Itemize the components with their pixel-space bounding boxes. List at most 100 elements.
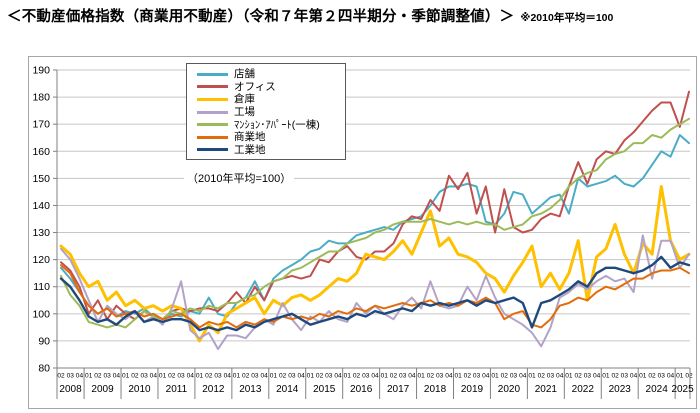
- x-quarter-label: 04: [150, 373, 158, 380]
- x-year-label: 2022: [572, 384, 595, 395]
- x-year-label: 2023: [609, 384, 632, 395]
- x-quarter-label: 01: [676, 373, 684, 380]
- x-quarter-label: 01: [491, 373, 499, 380]
- legend-label-kojo: 工場: [234, 106, 255, 119]
- y-tick-label: 110: [33, 281, 50, 293]
- legend-swatch-souko: [197, 97, 228, 101]
- x-year-label: 2010: [128, 384, 151, 395]
- x-year-label: 2017: [387, 384, 410, 395]
- x-quarter-label: 02: [168, 373, 176, 380]
- x-quarter-label: 02: [538, 373, 546, 380]
- x-quarter-label: 04: [556, 373, 564, 380]
- x-quarter-label: 03: [362, 373, 370, 380]
- legend-swatch-kojo: [197, 110, 228, 114]
- legend-label-mansion: ﾏﾝｼｮﾝ･ｱﾊﾟｰﾄ(一棟): [234, 118, 320, 131]
- legend-item-kojo: 工場: [197, 106, 339, 119]
- x-quarter-label: 01: [233, 373, 241, 380]
- x-quarter-label: 04: [297, 373, 305, 380]
- x-year-label: 2013: [239, 384, 262, 395]
- legend-item-mansion: ﾏﾝｼｮﾝ･ｱﾊﾟｰﾄ(一棟): [197, 118, 339, 131]
- x-quarter-label: 04: [113, 373, 121, 380]
- y-tick-label: 130: [32, 227, 50, 239]
- x-quarter-label: 02: [501, 373, 509, 380]
- line-mansion: [60, 117, 690, 329]
- line-shogyochi: [60, 264, 690, 329]
- x-quarter-label: 01: [159, 373, 167, 380]
- x-quarter-label: 02: [131, 373, 139, 380]
- x-year-label: 2025: [671, 384, 694, 395]
- legend-item-office: オフィス: [197, 81, 339, 94]
- title-row: ＜不動産価格指数（商業用不動産）（令和７年第２四半期分・季節調整値）＞ ※2010…: [7, 5, 697, 26]
- x-year-label: 2021: [535, 384, 558, 395]
- x-quarter-label: 04: [593, 373, 601, 380]
- x-quarter-label: 03: [473, 373, 481, 380]
- x-quarter-label: 03: [140, 373, 148, 380]
- x-year-label: 2011: [166, 384, 188, 395]
- x-year-label: 2015: [313, 384, 336, 395]
- y-tick-label: 150: [32, 173, 50, 185]
- legend-swatch-kogyochi: [197, 148, 228, 152]
- y-tick-label: 160: [32, 146, 50, 158]
- x-quarter-label: 03: [436, 373, 444, 380]
- legend-swatch-mansion: [197, 123, 228, 127]
- x-quarter-label: 01: [418, 373, 426, 380]
- line-souko: [59, 185, 691, 343]
- x-year-label: 2020: [498, 384, 521, 395]
- x-year-label: 2012: [202, 384, 225, 395]
- chart-legend: 店舗 オフィス 倉庫 工場 ﾏﾝｼｮﾝ･ｱﾊﾟｰﾄ(一棟) 商業地 工業地: [186, 63, 346, 161]
- x-quarter-label: 04: [445, 373, 453, 380]
- x-quarter-label: 02: [611, 373, 619, 380]
- x-quarter-label: 04: [187, 373, 195, 380]
- y-tick-label: 170: [32, 119, 50, 131]
- x-year-label: 2014: [276, 384, 299, 395]
- x-quarter-label: 03: [288, 373, 296, 380]
- legend-item-kogyochi: 工業地: [197, 144, 339, 157]
- x-quarter-label: 03: [325, 373, 333, 380]
- x-year-label: 2018: [424, 384, 447, 395]
- x-quarter-label: 01: [270, 373, 278, 380]
- y-tick-label: 140: [32, 200, 50, 212]
- x-quarter-label: 02: [57, 373, 65, 380]
- legend-label-tenpo: 店舗: [234, 68, 255, 81]
- x-year-label: 2019: [461, 384, 484, 395]
- x-quarter-label: 04: [224, 373, 232, 380]
- y-tick-label: 100: [32, 308, 50, 320]
- x-quarter-label: 03: [621, 373, 629, 380]
- x-quarter-label: 02: [353, 373, 361, 380]
- x-quarter-label: 01: [85, 373, 93, 380]
- legend-swatch-office: [197, 85, 228, 89]
- x-quarter-label: 04: [334, 373, 342, 380]
- x-quarter-label: 04: [630, 373, 638, 380]
- x-quarter-label: 03: [584, 373, 592, 380]
- y-tick-label: 180: [32, 92, 50, 104]
- x-quarter-label: 03: [547, 373, 555, 380]
- y-tick-label: 120: [32, 254, 50, 266]
- x-quarter-label: 01: [565, 373, 573, 380]
- x-quarter-label: 02: [575, 373, 583, 380]
- x-year-label: 2016: [350, 384, 373, 395]
- x-quarter-label: 04: [371, 373, 379, 380]
- y-tick-label: 190: [32, 65, 50, 77]
- x-year-label: 2024: [646, 384, 669, 395]
- x-quarter-label: 03: [399, 373, 407, 380]
- y-tick-label: 90: [38, 335, 50, 347]
- base-year-annotation: （2010年平均=100）: [184, 170, 295, 186]
- x-year-label: 2009: [91, 384, 114, 395]
- x-quarter-label: 01: [528, 373, 536, 380]
- x-quarter-label: 01: [122, 373, 130, 380]
- x-quarter-label: 01: [307, 373, 315, 380]
- x-quarter-label: 03: [67, 373, 75, 380]
- x-quarter-label: 02: [205, 373, 213, 380]
- x-quarter-label: 01: [639, 373, 647, 380]
- x-quarter-label: 02: [464, 373, 472, 380]
- x-quarter-label: 02: [648, 373, 656, 380]
- x-quarter-label: 01: [602, 373, 610, 380]
- x-quarter-label: 04: [408, 373, 416, 380]
- legend-swatch-tenpo: [197, 72, 228, 76]
- y-tick-label: 80: [38, 363, 50, 375]
- x-quarter-label: 04: [519, 373, 527, 380]
- x-quarter-label: 01: [454, 373, 462, 380]
- x-quarter-label: 01: [196, 373, 204, 380]
- x-quarter-label: 01: [381, 373, 389, 380]
